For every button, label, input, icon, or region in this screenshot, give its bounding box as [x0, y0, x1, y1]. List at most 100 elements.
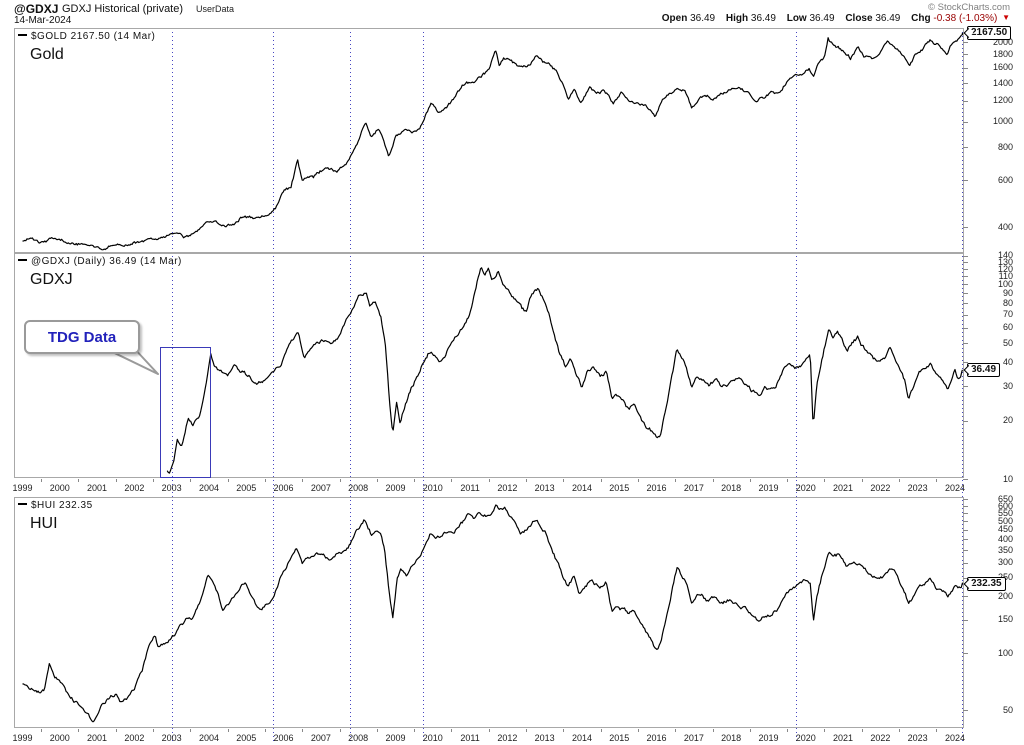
x-year-label: 2009 — [385, 482, 406, 493]
x-tick-mark — [713, 729, 714, 732]
x-tick-mark — [862, 479, 863, 482]
x-year-label: 2011 — [460, 482, 480, 493]
y-tick-mark — [963, 303, 968, 304]
x-year-label: 2022 — [870, 732, 891, 743]
x-tick-mark — [489, 729, 490, 732]
y-tick-mark — [963, 315, 968, 316]
y-tick-label: 40 — [1002, 357, 1013, 367]
x-tick-mark — [116, 479, 117, 482]
y-tick-label: 1400 — [992, 78, 1013, 88]
y-tick-mark — [963, 269, 968, 270]
x-year-label: 2020 — [795, 732, 816, 743]
x-tick-mark — [153, 479, 154, 482]
x-year-label: 2013 — [534, 482, 555, 493]
tdg-data-highlight-box — [160, 347, 211, 478]
y-tick-mark — [963, 596, 968, 597]
open-value: 36.49 — [690, 13, 716, 24]
x-tick-mark — [563, 729, 564, 732]
gdxj-plot — [166, 267, 963, 474]
y-tick-label: 80 — [1002, 298, 1013, 308]
y-tick-mark — [963, 276, 968, 277]
x-tick-mark — [862, 729, 863, 732]
x-year-label: 2019 — [758, 732, 779, 743]
y-tick-mark — [963, 122, 968, 123]
y-tick-mark — [963, 362, 968, 363]
x-year-label: 2000 — [49, 732, 70, 743]
x-tick-mark — [78, 729, 79, 732]
x-tick-mark — [302, 479, 303, 482]
event-gridline — [350, 28, 351, 742]
y-tick-label: 1200 — [992, 95, 1013, 105]
y-tick-mark — [963, 550, 968, 551]
y-tick-label: 130 — [997, 257, 1013, 267]
gold-panel-frame — [14, 28, 964, 253]
x-year-label: 2005 — [236, 482, 257, 493]
low-label: Low — [786, 13, 807, 24]
data-source-label: UserData — [196, 4, 235, 14]
y-tick-label: 30 — [1002, 381, 1013, 391]
x-tick-mark — [675, 729, 676, 732]
x-year-label: 1999 — [12, 482, 33, 493]
x-year-label: 2010 — [422, 482, 443, 493]
y-tick-label: 300 — [997, 557, 1013, 567]
y-tick-label: 140 — [997, 250, 1013, 260]
y-tick-label: 100 — [997, 279, 1013, 289]
x-year-label: 2021 — [833, 732, 854, 743]
hui-panel-frame — [14, 497, 964, 728]
x-tick-mark — [41, 729, 42, 732]
y-tick-mark — [963, 513, 968, 514]
x-year-label: 2017 — [683, 482, 704, 493]
x-year-label: 2014 — [571, 732, 592, 743]
x-tick-mark — [153, 729, 154, 732]
x-tick-mark — [78, 479, 79, 482]
y-tick-label: 2000 — [992, 37, 1013, 47]
y-tick-mark — [963, 101, 968, 102]
y-tick-mark — [963, 42, 968, 43]
x-tick-mark — [377, 479, 378, 482]
x-tick-mark — [228, 479, 229, 482]
y-tick-label: 1600 — [992, 62, 1013, 72]
y-tick-mark — [963, 180, 968, 181]
x-year-label: 2005 — [236, 732, 257, 743]
x-tick-mark — [414, 479, 415, 482]
x-year-label: 2017 — [683, 732, 704, 743]
y-tick-mark — [963, 68, 968, 69]
y-tick-mark — [963, 421, 968, 422]
close-value: 36.49 — [875, 13, 901, 24]
x-year-label: 2011 — [460, 732, 480, 743]
hui-legend: $HUI 232.35 — [18, 500, 93, 511]
x-year-label: 2007 — [310, 732, 331, 743]
x-tick-mark — [936, 729, 937, 732]
event-gridline — [962, 28, 963, 742]
x-year-label: 2000 — [49, 482, 70, 493]
x-year-label: 2024 — [944, 732, 965, 743]
x-tick-mark — [638, 479, 639, 482]
x-year-label: 2008 — [348, 732, 369, 743]
y-tick-label: 650 — [997, 494, 1013, 504]
y-tick-label: 450 — [997, 524, 1013, 534]
y-tick-mark — [963, 262, 968, 263]
x-year-label: 2018 — [721, 732, 742, 743]
y-tick-mark — [963, 479, 968, 480]
y-tick-label: 70 — [1002, 309, 1013, 319]
event-gridline — [796, 28, 797, 742]
y-tick-mark — [963, 284, 968, 285]
x-tick-mark — [41, 479, 42, 482]
y-tick-label: 1800 — [992, 49, 1013, 59]
y-tick-label: 20 — [1002, 415, 1013, 425]
gdxj-legend: @GDXJ (Daily) 36.49 (14 Mar) — [18, 256, 182, 267]
x-tick-mark — [824, 479, 825, 482]
x-year-label: 2015 — [609, 732, 630, 743]
gold-last-price-bubble: 2167.50 — [967, 25, 1012, 40]
x-year-label: 2001 — [87, 482, 108, 493]
x-year-label: 2007 — [310, 482, 331, 493]
y-tick-mark — [963, 499, 968, 500]
x-tick-mark — [899, 729, 900, 732]
y-tick-mark — [963, 54, 968, 55]
x-tick-mark — [377, 729, 378, 732]
x-tick-mark — [899, 479, 900, 482]
event-gridline — [172, 28, 173, 742]
x-tick-mark — [638, 729, 639, 732]
y-tick-label: 350 — [997, 545, 1013, 555]
x-year-label: 2002 — [124, 482, 145, 493]
